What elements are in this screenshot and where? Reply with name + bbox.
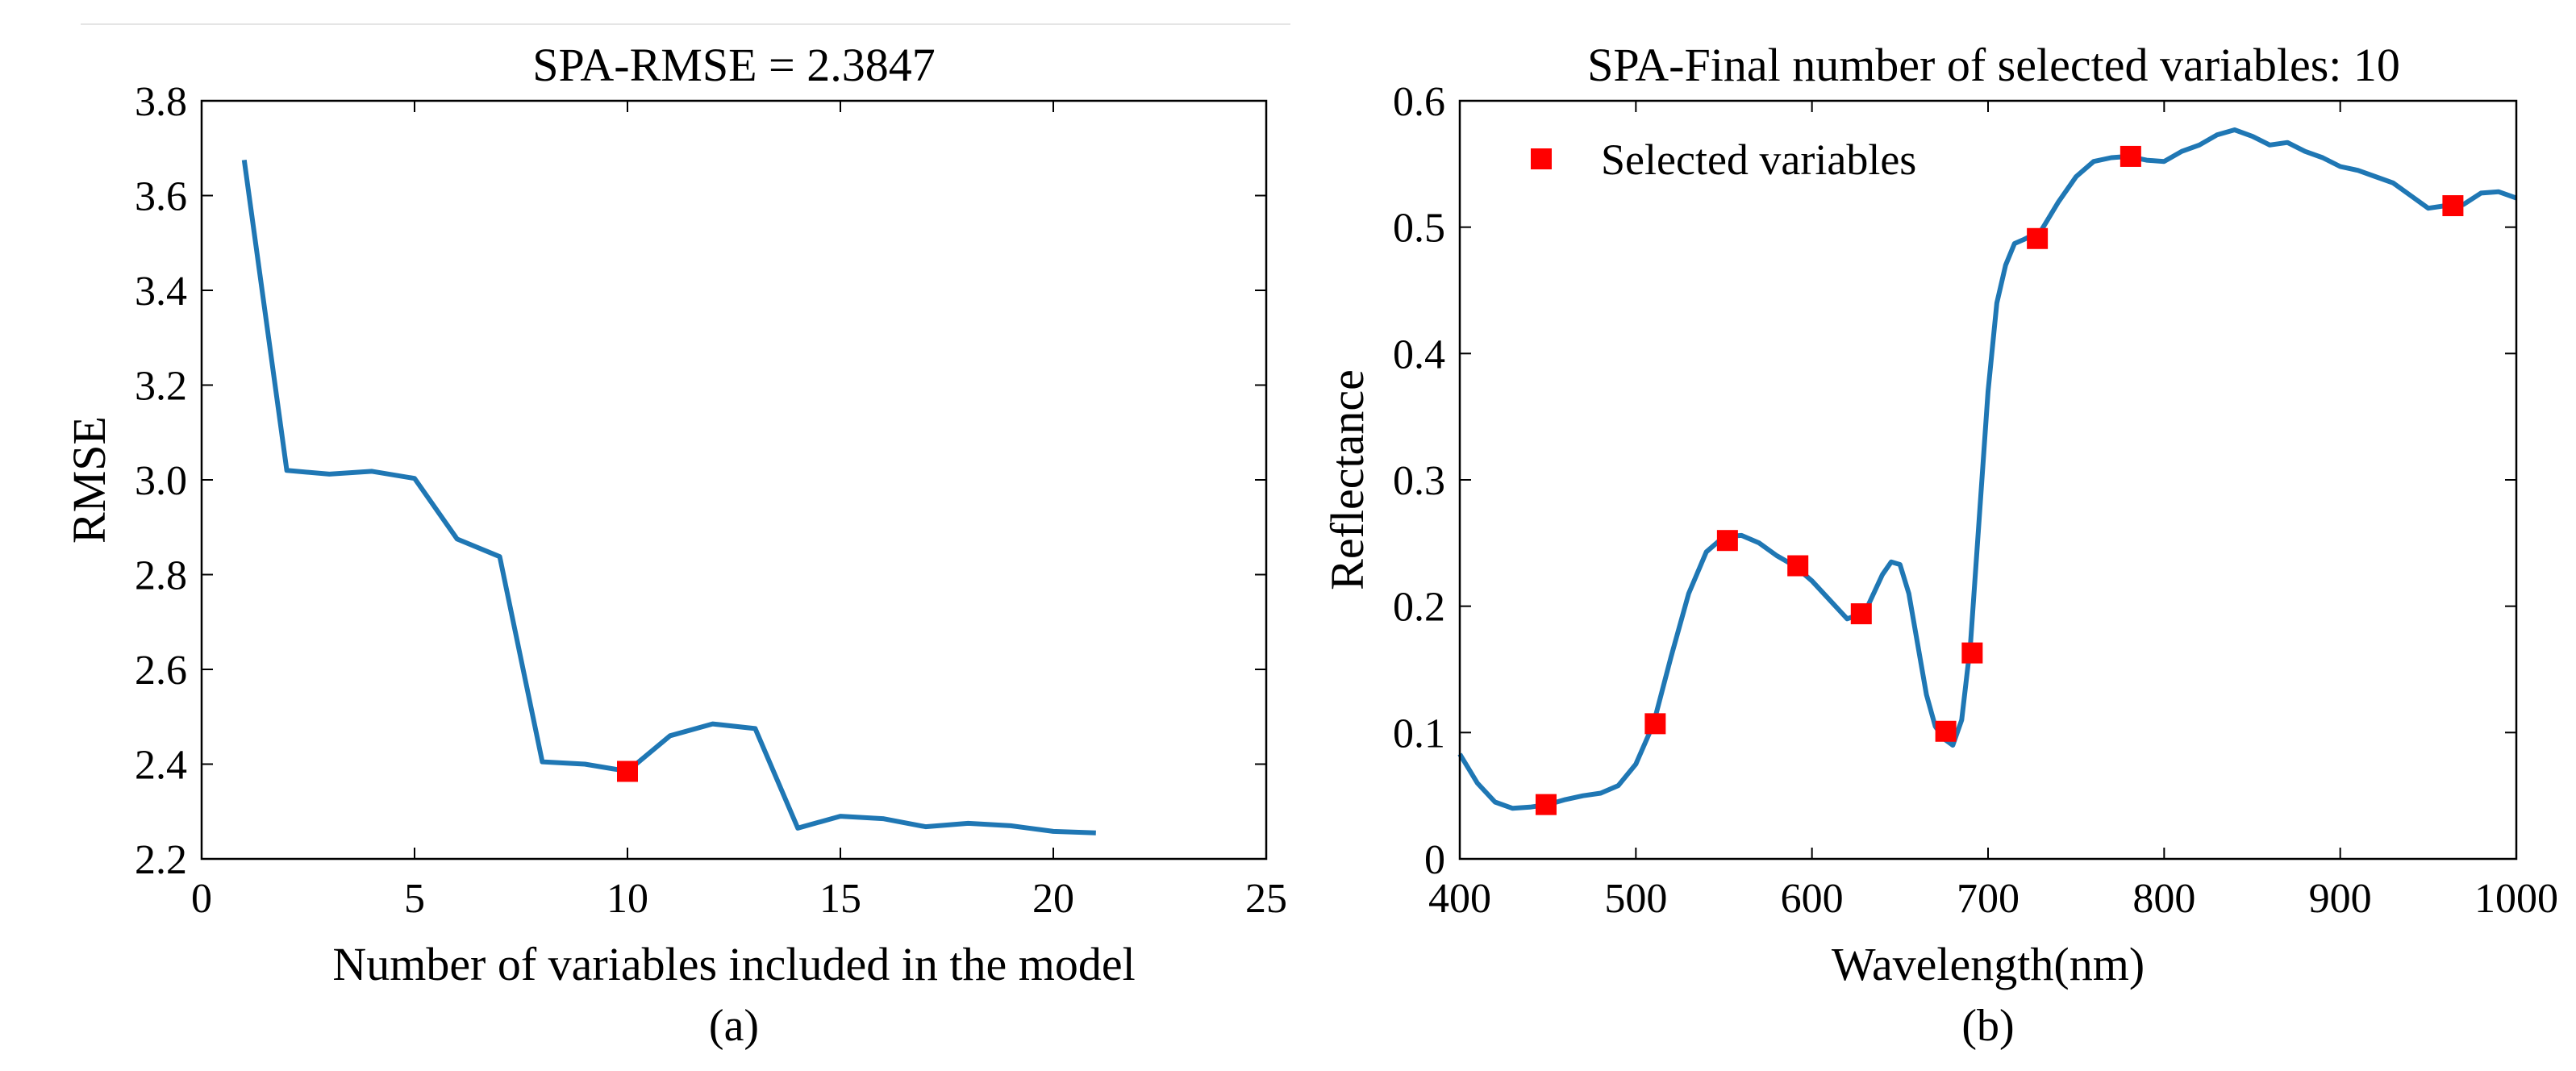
ytick-label: 0.2 xyxy=(1393,585,1445,631)
selected-variable-marker xyxy=(2442,195,2464,217)
ytick-label: 3.6 xyxy=(135,174,187,220)
xtick-label: 5 xyxy=(404,876,425,922)
panel-b-ytick-labels: 0 0.1 0.2 0.3 0.4 0.5 0.6 xyxy=(1393,79,1445,883)
selected-variable-marker xyxy=(1644,713,1666,735)
xtick-label: 1000 xyxy=(2474,876,2558,922)
xtick-label: 800 xyxy=(2132,876,2195,922)
xtick-label: 700 xyxy=(1957,876,2020,922)
panel-a-markers xyxy=(617,761,638,782)
ytick-label: 2.6 xyxy=(135,648,187,694)
selected-variable-marker xyxy=(1935,720,1957,742)
selected-variable-marker xyxy=(617,761,638,782)
ytick-label: 0.6 xyxy=(1393,79,1445,125)
panel-b-xlabel: Wavelength(nm) xyxy=(1832,938,2145,990)
ytick-label: 0.4 xyxy=(1393,331,1445,377)
panel-b-ylabel: Reflectance xyxy=(1321,369,1373,590)
ytick-label: 0 xyxy=(1424,837,1445,883)
ytick-label: 0.5 xyxy=(1393,206,1445,252)
selected-variable-marker xyxy=(1850,603,1872,625)
legend-label: Selected variables xyxy=(1601,135,1916,184)
ytick-label: 3.8 xyxy=(135,79,187,125)
panel-a-ylabel: RMSE xyxy=(63,416,115,544)
panel-b-tick-marks xyxy=(1459,100,2517,860)
ytick-label: 3.0 xyxy=(135,458,187,504)
ytick-label: 3.2 xyxy=(135,364,187,410)
panel-a-title: SPA-RMSE = 2.3847 xyxy=(532,39,936,91)
xtick-label: 500 xyxy=(1604,876,1667,922)
selected-variable-marker xyxy=(1716,530,1738,552)
panel-a: SPA-RMSE = 2.3847 2.2 2.4 2.6 2.8 3.0 3.2 3.4 3… xyxy=(63,39,1287,1051)
ytick-label: 2.4 xyxy=(135,743,187,789)
ytick-label: 2.8 xyxy=(135,553,187,599)
panel-b-sublabel: (b) xyxy=(1961,1001,2014,1051)
panel-b-axes-box xyxy=(1458,99,2518,861)
xtick-label: 10 xyxy=(606,876,648,922)
panel-a-xtick-labels: 0 5 10 15 20 25 xyxy=(191,876,1287,922)
xtick-label: 900 xyxy=(2309,876,2372,922)
panel-b-title: SPA-Final number of selected variables: … xyxy=(1587,39,2400,91)
panel-b: SPA-Final number of selected variables: … xyxy=(1321,39,2558,1051)
xtick-label: 15 xyxy=(819,876,861,922)
xtick-label: 25 xyxy=(1245,876,1287,922)
xtick-label: 20 xyxy=(1032,876,1074,922)
panel-a-sublabel: (a) xyxy=(709,1001,759,1051)
selected-variable-marker xyxy=(1787,555,1809,577)
xtick-label: 400 xyxy=(1428,876,1491,922)
reflectance-line xyxy=(1457,127,2518,811)
ytick-label: 0.1 xyxy=(1393,711,1445,756)
ytick-label: 0.3 xyxy=(1393,458,1445,504)
selected-variable-marker xyxy=(1535,794,1557,815)
ytick-label: 2.2 xyxy=(135,837,187,883)
rmse-line xyxy=(241,159,1096,836)
panel-a-ytick-labels: 2.2 2.4 2.6 2.8 3.0 3.2 3.4 3.6 3.8 xyxy=(135,79,187,883)
selected-variable-marker xyxy=(2120,145,2141,167)
panel-b-xtick-labels: 400 500 600 700 800 900 1000 xyxy=(1428,876,2558,922)
panel-a-tick-marks xyxy=(201,100,1267,860)
xtick-label: 0 xyxy=(191,876,212,922)
legend: Selected variables xyxy=(1531,135,1916,184)
selected-variable-marker xyxy=(2027,227,2049,249)
xtick-label: 600 xyxy=(1781,876,1844,922)
legend-marker xyxy=(1531,148,1552,169)
panel-a-xlabel: Number of variables included in the mode… xyxy=(332,938,1135,990)
panel-b-markers xyxy=(1535,145,2464,815)
panel-a-axes-box xyxy=(200,99,1268,861)
selected-variable-marker xyxy=(1961,642,1983,664)
ytick-label: 3.4 xyxy=(135,269,187,315)
